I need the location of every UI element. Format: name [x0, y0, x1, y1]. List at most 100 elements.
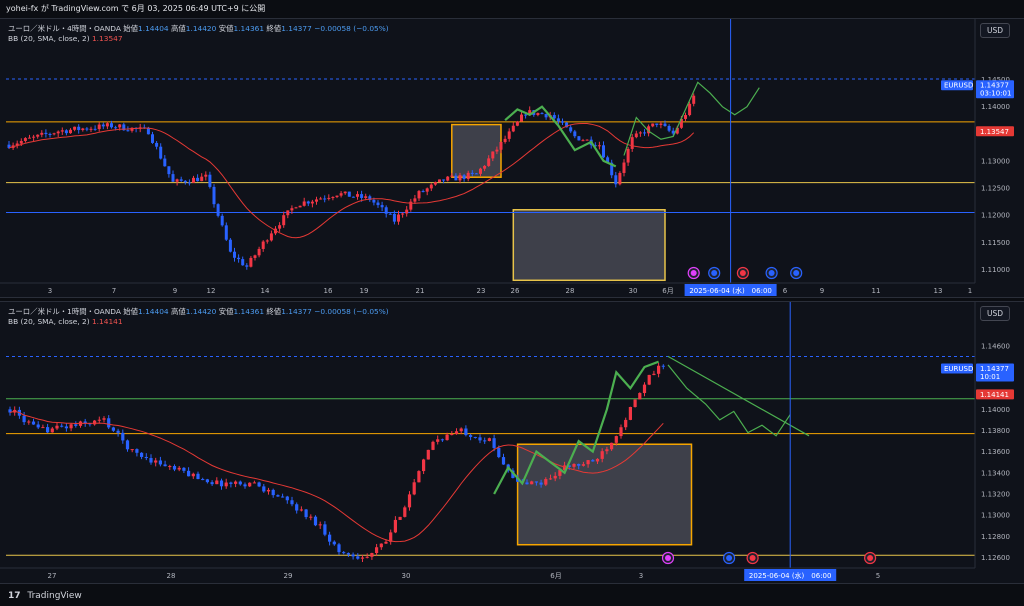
candle-body: [278, 225, 282, 229]
price-tick-label: 1.12000: [981, 212, 1010, 220]
candle-body: [144, 456, 148, 459]
candle-body: [462, 175, 466, 179]
candle-body: [405, 209, 409, 214]
time-tick-label: 19: [360, 287, 369, 295]
candle-body: [692, 95, 696, 104]
candle-body: [77, 126, 81, 131]
event-dot-3: [768, 270, 775, 276]
candle-body: [492, 438, 496, 448]
price-tick-label: 1.13000: [981, 157, 1010, 165]
candle-body: [163, 158, 167, 167]
candle-body: [60, 130, 64, 132]
candle-body: [605, 449, 609, 452]
last-price-tag: [976, 363, 1014, 382]
candle-body: [216, 204, 220, 216]
close-value: 1.14377: [281, 307, 312, 316]
indicator-legend-1h[interactable]: BB (20, SMA, close, 2) 1.14141: [8, 317, 123, 326]
candle-body: [651, 123, 655, 127]
candle-body: [511, 125, 515, 132]
candle-body: [397, 214, 400, 222]
candle-body: [60, 425, 64, 427]
time-tick-label: 14: [261, 287, 270, 295]
candle-body: [497, 447, 501, 458]
candle-body: [107, 418, 111, 428]
candle-body: [663, 123, 667, 127]
candle-body: [69, 129, 72, 134]
candle-body: [276, 495, 280, 497]
candle-body: [446, 176, 450, 181]
open-value: 1.14404: [138, 24, 169, 33]
indicator-legend-4h[interactable]: BB (20, SMA, close, 2) 1.13547: [8, 34, 123, 43]
time-tick-label: 3: [639, 572, 643, 580]
time-tick-label: 6月: [550, 572, 561, 580]
candle-body: [561, 121, 564, 123]
candle-body: [175, 179, 179, 182]
candle-body: [356, 194, 359, 197]
high-label: 高値: [170, 307, 186, 316]
crosshair-date-text: 2025-06-04 (水) 06:00: [749, 571, 832, 580]
candle-body: [122, 124, 126, 131]
candle-body: [422, 459, 426, 472]
time-tick-label: 1: [968, 287, 972, 295]
candle-body: [487, 438, 491, 441]
symbol-title-4h[interactable]: ユーロ／米ドル・4時間・OANDA: [8, 24, 121, 33]
bb-label: BB (20, SMA, close, 2): [8, 34, 90, 43]
candle-body: [149, 458, 153, 463]
chart-pane-1h[interactable]: 1.14600 1.14000 1.13800 1.13600 1.13400 1.132…: [0, 301, 1024, 584]
candle-body: [536, 113, 540, 115]
candle-body: [323, 524, 327, 535]
bb-price-text: 1.14141: [980, 391, 1009, 399]
candle-body: [294, 207, 298, 209]
candle-body: [638, 132, 642, 134]
wave-annotation-2: [667, 355, 810, 437]
symbol-title-1h[interactable]: ユーロ／米ドル・1時間・OANDA: [8, 307, 121, 316]
candle-body: [290, 208, 294, 211]
price-tick-label: 1.14000: [981, 406, 1010, 414]
candle-body: [515, 121, 519, 126]
candle-body: [540, 113, 544, 115]
plot-area: [0, 19, 975, 283]
event-dot-2: [749, 555, 756, 561]
candle-body: [440, 439, 444, 441]
candle-body: [32, 136, 36, 138]
candle-body: [421, 191, 425, 193]
candle-body: [413, 198, 417, 202]
candle-body: [295, 504, 299, 511]
wave-annotation-0: [504, 105, 617, 168]
candle-body: [40, 132, 44, 135]
chart-canvas-1h[interactable]: 1.14600 1.14000 1.13800 1.13600 1.13400 1.132…: [0, 302, 1024, 583]
candle-body: [573, 131, 577, 137]
candle-body: [73, 126, 77, 130]
candle-body: [205, 479, 209, 483]
candle-body: [224, 225, 228, 240]
crosshair-date-tag: [744, 569, 837, 581]
candle-body: [558, 470, 562, 476]
price-tick-label: 1.11500: [981, 239, 1010, 247]
candle-body: [282, 215, 286, 226]
candle-body: [450, 434, 454, 436]
price-tick-label: 1.13400: [981, 469, 1010, 477]
candle-body: [116, 430, 120, 433]
low-value: 1.14361: [233, 307, 265, 316]
candle-body: [602, 145, 605, 158]
time-tick-label: 29: [284, 572, 293, 580]
currency-button-4h[interactable]: USD: [979, 23, 1010, 38]
currency-button-1h[interactable]: USD: [979, 306, 1010, 321]
candle-body: [201, 479, 205, 481]
candle-body: [243, 484, 247, 487]
candle-body: [298, 205, 302, 208]
candle-body: [118, 124, 122, 128]
candle-body: [154, 460, 158, 463]
candle-body: [652, 373, 656, 375]
candle-body: [208, 174, 212, 187]
price-axis: [975, 302, 1024, 582]
time-tick-label: 28: [566, 287, 575, 295]
zone-box-1: [512, 209, 666, 282]
bb-value: 1.14141: [91, 317, 123, 326]
candle-body: [121, 432, 125, 441]
chart-pane-4h[interactable]: 1.14500 1.14000 1.13000 1.12500 1.12000 1.115…: [0, 18, 1024, 298]
candle-body: [470, 172, 474, 174]
candle-body: [458, 175, 462, 181]
wave-annotation-1: [623, 81, 760, 156]
chart-canvas-4h[interactable]: 1.14500 1.14000 1.13000 1.12500 1.12000 1.115…: [0, 19, 1024, 297]
